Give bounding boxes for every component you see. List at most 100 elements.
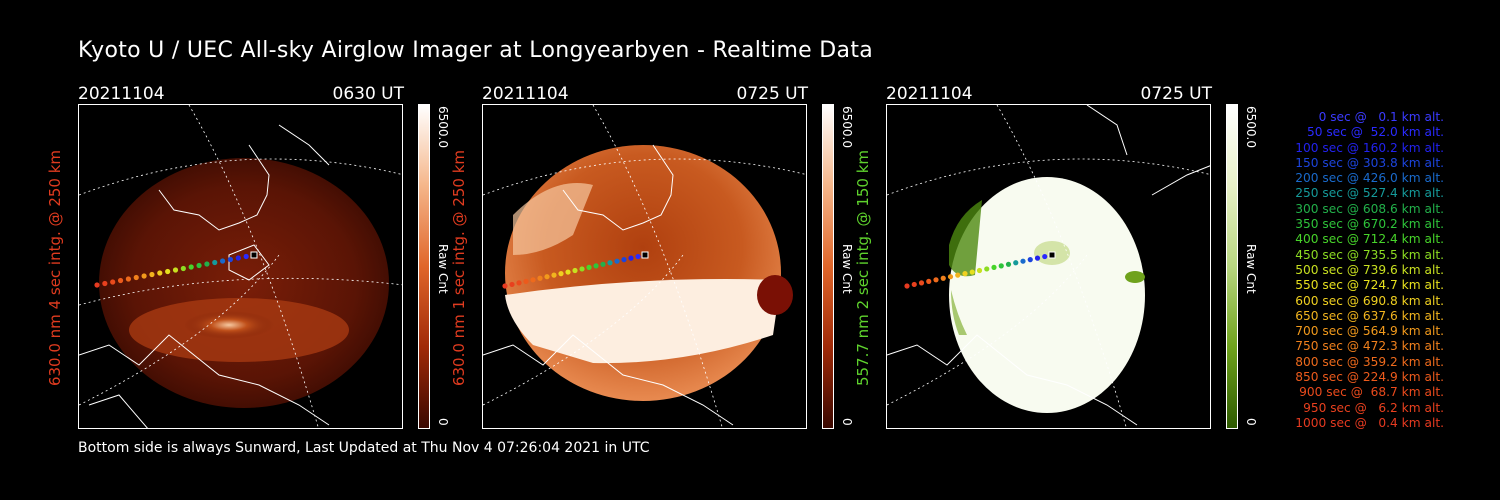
legend-row: 0 sec @ 0.1 km alt. [1318,110,1444,124]
trajectory-point [947,274,954,280]
panel-date: 20211104 [482,84,569,104]
colorbar-max: 6500.0 [1244,106,1258,148]
trajectory-point [607,260,613,266]
page-title: Kyoto U / UEC All-sky Airglow Imager at … [78,38,874,63]
legend-row: 150 sec @ 303.8 km alt. [1295,155,1444,170]
trajectory-point [157,270,163,276]
legend-row: 100 sec @ 160.2 km alt. [1295,140,1444,155]
trajectory-point [149,271,155,278]
colorbar-unit: Raw Cnt [1244,244,1258,294]
trajectory-point [125,276,131,282]
legend-row: 200 sec @ 426.0 km alt. [1295,171,1444,186]
colorbar-min: 0 [840,418,854,426]
trajectory-point [141,273,147,279]
trajectory-point [544,274,550,280]
trajectory-point [579,266,585,272]
panel-ylabel: 630.0 nm 1 sec intg. @ 250 km [450,149,468,387]
trajectory-point [1013,260,1019,266]
trajectory-point [911,281,917,288]
trajectory-point [502,283,508,289]
colorbar-unit: Raw Cnt [436,244,450,294]
trajectory-point [926,278,932,284]
trajectory-point [565,269,571,275]
colorbar-min: 0 [1244,418,1258,426]
trajectory-point [110,279,116,285]
station-marker [250,251,258,259]
legend-row: 500 sec @ 739.6 km alt. [1295,262,1444,277]
airglow-panel-1: 20211104 0630 UT [46,84,450,430]
trajectory-point [940,275,946,281]
legend-row: 550 sec @ 724.7 km alt. [1295,278,1444,293]
trajectory-point [586,264,592,270]
trajectory-point [976,267,983,274]
trajectory-point [212,259,218,266]
trajectory-point [593,263,599,269]
trajectory-point [962,271,968,277]
trajectory-point [955,272,961,278]
trajectory-point [188,264,194,270]
colorbar [418,104,430,429]
trajectory-point [523,278,529,284]
panel-time: 0725 UT [736,84,809,104]
colorbar [1226,104,1238,429]
trajectory-point [172,267,179,273]
trajectory-point [904,283,910,289]
trajectory-point [614,258,620,264]
panel-date: 20211104 [78,84,165,104]
trajectory-point [918,280,925,286]
panel-date: 20211104 [886,84,973,104]
trajectory-legend: 0 sec @ 0.1 km alt. 50 sec @ 52.0 km alt.… [1262,110,1444,431]
allsky-image [886,104,1211,429]
trajectory-point [558,271,564,277]
legend-row: 800 sec @ 359.2 km alt. [1295,354,1444,369]
legend-row: 850 sec @ 224.9 km alt. [1295,370,1444,385]
trajectory-point [180,265,186,272]
legend-row: 650 sec @ 637.6 km alt. [1295,308,1444,323]
trajectory-point [117,277,124,284]
trajectory-point [933,277,939,283]
panel-time: 0725 UT [1140,84,1213,104]
station-marker [1048,251,1056,259]
colorbar-unit: Raw Cnt [840,244,854,294]
legend-row: 900 sec @ 68.7 km alt. [1299,385,1444,400]
trajectory-point [998,263,1004,269]
trajectory-point [991,264,997,270]
legend-row: 250 sec @ 527.4 km alt. [1295,186,1444,201]
trajectory-point [600,261,606,267]
panel-time: 0630 UT [332,84,405,104]
legend-row: 450 sec @ 735.5 km alt. [1295,247,1444,262]
trajectory-point [196,262,202,269]
legend-row: 300 sec @ 608.6 km alt. [1295,201,1444,216]
trajectory-point [1005,261,1012,267]
trajectory-point [551,272,557,278]
legend-row: 350 sec @ 670.2 km alt. [1295,217,1444,232]
trajectory-point [165,268,171,275]
trajectory-point [1042,253,1048,260]
trajectory-point [235,255,241,261]
legend-row: 600 sec @ 690.8 km alt. [1295,293,1444,308]
legend-row: 950 sec @ 6.2 km alt. [1303,400,1444,415]
trajectory-point [572,267,578,274]
trajectory-point [1027,257,1033,263]
trajectory-point [628,255,634,261]
trajectory-point [227,256,234,263]
legend-row: 50 sec @ 52.0 km alt. [1306,125,1444,140]
trajectory-point [635,253,641,260]
trajectory-point [1034,255,1041,261]
legend-row: 1000 sec @ 0.4 km alt. [1295,415,1444,430]
trajectory-point [243,253,249,260]
colorbar-max: 6500.0 [436,106,450,148]
trajectory-point [537,275,543,281]
trajectory-point [94,282,100,288]
allsky-image [482,104,807,429]
trajectory-point [509,281,515,288]
legend-row: 750 sec @ 472.3 km alt. [1295,339,1444,354]
trajectory-point [133,274,139,281]
colorbar-max: 6500.0 [840,106,854,148]
colorbar-min: 0 [436,418,450,426]
trajectory-point [204,261,210,267]
trajectory-point [1020,258,1026,264]
station-marker [641,251,649,259]
trajectory-point [621,257,627,263]
trajectory-point [516,280,522,286]
